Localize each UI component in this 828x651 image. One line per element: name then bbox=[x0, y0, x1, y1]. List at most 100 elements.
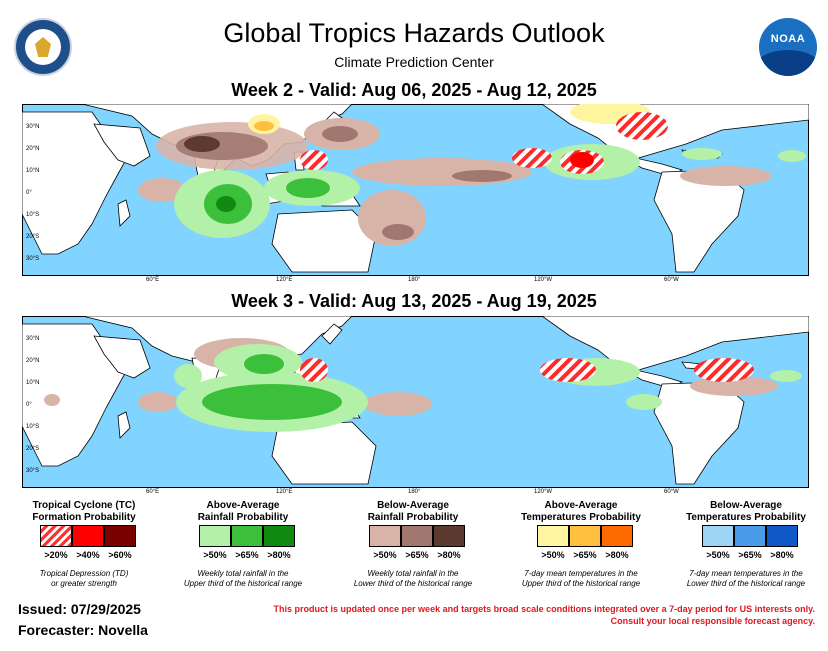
legend-swatch bbox=[369, 525, 401, 547]
legend-swatch bbox=[537, 525, 569, 547]
week2-map: 30°N 20°N 10°N 0° 10°S 20°S 30°S bbox=[22, 104, 809, 276]
legend-swatch bbox=[40, 525, 72, 547]
legend-note: 7-day mean temperatures in the Upper thi… bbox=[521, 569, 641, 588]
legend-group: Below-Average Rainfall Probability >50% >6… bbox=[333, 500, 493, 595]
legend-swatch bbox=[601, 525, 633, 547]
legend-swatch bbox=[199, 525, 231, 547]
legend-group: Tropical Cyclone (TC) Formation Probabil… bbox=[4, 500, 164, 595]
legend-level-label: >80% bbox=[770, 550, 794, 560]
week2-title: Week 2 - Valid: Aug 06, 2025 - Aug 12, 2… bbox=[231, 80, 597, 100]
legend-title: Tropical Cyclone (TC) Formation Probabil… bbox=[32, 500, 136, 523]
lon-label: 120°E bbox=[276, 277, 293, 283]
week3-map-svg: 30°N 20°N 10°N 0° 10°S 20°S 30°S bbox=[22, 316, 809, 488]
legend-swatch bbox=[104, 525, 136, 547]
lon-label: 60°E bbox=[146, 489, 160, 495]
week2-below-rain bbox=[138, 118, 772, 246]
forecaster-name: Forecaster: Novella bbox=[18, 622, 148, 638]
japan bbox=[321, 323, 343, 345]
lat-label: 0° bbox=[26, 402, 32, 408]
lon-label: 180° bbox=[408, 489, 421, 495]
week2-map-svg: 30°N 20°N 10°N 0° 10°S 20°S 30°S bbox=[22, 104, 809, 276]
legend-level-label: >20% bbox=[44, 550, 68, 560]
legend-note: 7-day mean temperatures in the Lower thi… bbox=[686, 569, 806, 588]
lon-label: 120°W bbox=[534, 489, 553, 495]
legend-level-label: >80% bbox=[267, 550, 291, 560]
legend-level-label: >50% bbox=[541, 550, 565, 560]
legend-level-label: >65% bbox=[235, 550, 259, 560]
legend-level-label: >65% bbox=[738, 550, 762, 560]
lat-label: 0° bbox=[26, 190, 32, 196]
legend-level-label: >50% bbox=[203, 550, 227, 560]
legend-swatch bbox=[734, 525, 766, 547]
doc-seal-logo bbox=[14, 18, 72, 76]
legend-level-label: >80% bbox=[437, 550, 461, 560]
legend-swatch bbox=[569, 525, 601, 547]
legend-title: Below-Average Rainfall Probability bbox=[367, 500, 459, 523]
disclaimer-line-2: Consult your local responsible forecast … bbox=[610, 616, 815, 626]
disclaimer: This product is updated once per week an… bbox=[230, 603, 815, 627]
eagle-icon bbox=[35, 37, 51, 57]
legend-swatch bbox=[766, 525, 798, 547]
legend-title: Below-Average Temperatures Probability bbox=[686, 500, 806, 523]
legend-title: Above-Average Temperatures Probability bbox=[521, 500, 641, 523]
week3-lon-axis: 60°E 120°E 180° 120°W 60°W bbox=[0, 489, 828, 499]
legend-swatch bbox=[401, 525, 433, 547]
legend-title: Above-Average Rainfall Probability bbox=[197, 500, 289, 523]
noaa-logo-text: NOAA bbox=[770, 33, 806, 45]
lon-label: 180° bbox=[408, 277, 421, 283]
lat-label: 20°N bbox=[26, 358, 39, 364]
legend-swatch bbox=[263, 525, 295, 547]
noaa-logo: NOAA bbox=[759, 18, 817, 76]
lat-label: 10°S bbox=[26, 424, 39, 430]
legend-level-label: >65% bbox=[573, 550, 597, 560]
legend-swatch bbox=[702, 525, 734, 547]
legend-swatch bbox=[72, 525, 104, 547]
australia bbox=[271, 421, 377, 485]
legend-swatch bbox=[433, 525, 465, 547]
lat-label: 20°N bbox=[26, 146, 39, 152]
legend-group: Above-Average Temperatures Probability >5… bbox=[501, 500, 661, 595]
lat-label: 20°S bbox=[26, 234, 39, 240]
lon-label: 60°E bbox=[146, 277, 160, 283]
legend-group: Above-Average Rainfall Probability >50% >6… bbox=[163, 500, 323, 595]
legend-note: Weekly total rainfall in the Lower third… bbox=[353, 569, 473, 588]
lat-label: 10°N bbox=[26, 168, 39, 174]
week2-tc bbox=[300, 112, 668, 174]
legend-level-label: >65% bbox=[405, 550, 429, 560]
disclaimer-line-1: This product is updated once per week an… bbox=[273, 604, 815, 614]
page-subtitle: Climate Prediction Center bbox=[334, 54, 494, 70]
lat-label: 10°N bbox=[26, 380, 39, 386]
legend-level-label: >80% bbox=[605, 550, 629, 560]
legend-level-label: >60% bbox=[108, 550, 132, 560]
lat-label: 30°N bbox=[26, 336, 39, 342]
arabia bbox=[93, 335, 151, 379]
legend-swatch bbox=[231, 525, 263, 547]
lon-label: 120°E bbox=[276, 489, 293, 495]
legend: Tropical Cyclone (TC) Formation Probabil… bbox=[0, 500, 828, 595]
lat-label: 20°S bbox=[26, 446, 39, 452]
lat-label: 30°S bbox=[26, 468, 39, 474]
page-title: Global Tropics Hazards Outlook bbox=[223, 18, 605, 48]
legend-group: Below-Average Temperatures Probability >5… bbox=[666, 500, 826, 595]
lat-label: 30°N bbox=[26, 124, 39, 130]
australia bbox=[271, 209, 377, 273]
arabia bbox=[93, 123, 151, 167]
lon-label: 120°W bbox=[534, 277, 553, 283]
legend-note: Weekly total rainfall in the Upper third… bbox=[183, 569, 303, 588]
legend-note: Tropical Depression (TD) or greater stre… bbox=[39, 569, 129, 588]
week3-tc bbox=[300, 358, 754, 382]
week2-lon-axis: 60°E 120°E 180° 120°W 60°W bbox=[0, 277, 828, 287]
legend-level-label: >50% bbox=[706, 550, 730, 560]
week3-title: Week 3 - Valid: Aug 13, 2025 - Aug 19, 2… bbox=[231, 291, 597, 311]
legend-level-label: >50% bbox=[373, 550, 397, 560]
lat-label: 30°S bbox=[26, 256, 39, 262]
lat-label: 10°S bbox=[26, 212, 39, 218]
madagascar bbox=[117, 411, 131, 439]
north-america bbox=[541, 316, 809, 373]
week3-map: 30°N 20°N 10°N 0° 10°S 20°S 30°S bbox=[22, 316, 809, 488]
issued-date: Issued: 07/29/2025 bbox=[18, 601, 141, 617]
lon-label: 60°W bbox=[664, 489, 679, 495]
madagascar bbox=[117, 199, 131, 227]
wave-icon bbox=[759, 50, 817, 76]
legend-level-label: >40% bbox=[76, 550, 100, 560]
